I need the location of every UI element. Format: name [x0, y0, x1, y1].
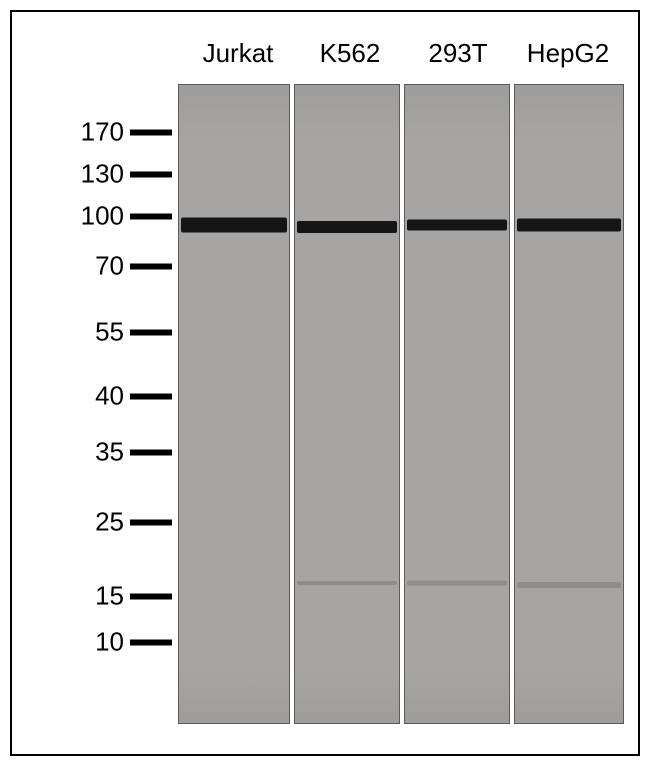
- lanes-area: [178, 84, 628, 724]
- mw-marker-value: 55: [70, 317, 130, 348]
- protein-band: [407, 220, 507, 231]
- mw-marker-tick: [130, 449, 172, 455]
- mw-marker-value: 170: [70, 117, 130, 148]
- protein-band: [517, 582, 621, 588]
- mw-marker: 170: [70, 117, 172, 148]
- mw-marker-value: 40: [70, 381, 130, 412]
- blot-lane: [178, 84, 290, 724]
- mw-marker: 35: [70, 437, 172, 468]
- mw-ladder: 170 130 100 70 55 40 35 25 15 10: [12, 12, 172, 754]
- mw-marker: 40: [70, 381, 172, 412]
- mw-marker: 55: [70, 317, 172, 348]
- lane-label-k562: K562: [320, 38, 381, 69]
- mw-marker: 15: [70, 581, 172, 612]
- protein-band: [407, 581, 507, 586]
- mw-marker-value: 15: [70, 581, 130, 612]
- mw-marker-tick: [130, 593, 172, 599]
- mw-marker-tick: [130, 639, 172, 645]
- mw-marker-value: 10: [70, 627, 130, 658]
- mw-marker-value: 35: [70, 437, 130, 468]
- lane-label-293t: 293T: [428, 38, 487, 69]
- blot-frame: Jurkat K562 293T HepG2 170 130 100 70 55 40 35…: [10, 10, 640, 756]
- protein-band: [297, 221, 397, 233]
- mw-marker-tick: [130, 263, 172, 269]
- mw-marker: 10: [70, 627, 172, 658]
- mw-marker-tick: [130, 129, 172, 135]
- mw-marker: 100: [70, 201, 172, 232]
- protein-band: [517, 219, 621, 232]
- mw-marker-tick: [130, 213, 172, 219]
- mw-marker-value: 130: [70, 159, 130, 190]
- mw-marker: 25: [70, 507, 172, 538]
- mw-marker-value: 70: [70, 251, 130, 282]
- mw-marker-tick: [130, 171, 172, 177]
- mw-marker-tick: [130, 329, 172, 335]
- mw-marker-value: 25: [70, 507, 130, 538]
- lane-label-jurkat: Jurkat: [203, 38, 274, 69]
- mw-marker-tick: [130, 519, 172, 525]
- mw-marker: 130: [70, 159, 172, 190]
- mw-marker-tick: [130, 393, 172, 399]
- mw-marker: 70: [70, 251, 172, 282]
- blot-lane: [514, 84, 624, 724]
- protein-band: [181, 218, 287, 233]
- mw-marker-value: 100: [70, 201, 130, 232]
- lane-label-hepg2: HepG2: [527, 38, 609, 69]
- blot-lane: [294, 84, 400, 724]
- protein-band: [297, 581, 397, 585]
- blot-lane: [404, 84, 510, 724]
